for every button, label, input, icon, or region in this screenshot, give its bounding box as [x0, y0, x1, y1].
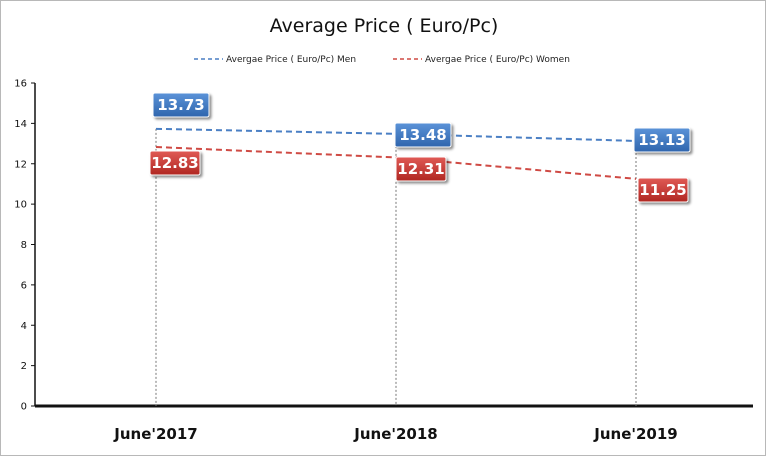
- x-tick-label: June'2019: [593, 425, 677, 443]
- legend-label-men: Avergae Price ( Euro/Pc) Men: [226, 55, 356, 65]
- data-label-box: [637, 177, 689, 203]
- x-tick-label: June'2018: [353, 425, 437, 443]
- data-label-box: [633, 127, 691, 153]
- y-tick-label: 10: [14, 200, 27, 211]
- y-tick-label: 2: [21, 361, 27, 372]
- y-axis: 0 2 4 6 8 10 12 14 16: [14, 79, 36, 413]
- data-label-text: 13.13: [638, 131, 685, 149]
- legend-label-women: Avergae Price ( Euro/Pc) Women: [425, 55, 570, 65]
- data-label-text: 13.73: [157, 96, 204, 114]
- y-tick-label: 6: [21, 280, 27, 291]
- data-label-box: [394, 122, 452, 148]
- y-tick-label: 8: [21, 240, 27, 251]
- data-label: 13.48: [394, 122, 452, 148]
- legend: Avergae Price ( Euro/Pc) Men Avergae Pri…: [194, 55, 570, 65]
- y-tick-label: 4: [21, 321, 27, 332]
- data-label: 13.13: [633, 127, 691, 153]
- data-label-box: [395, 156, 447, 182]
- data-label: 12.83: [149, 150, 201, 176]
- data-label-box: [149, 150, 201, 176]
- y-tick-label: 14: [14, 119, 27, 130]
- data-label: 12.31: [395, 156, 447, 182]
- data-label-text: 12.83: [151, 154, 198, 172]
- data-label-text: 12.31: [397, 160, 444, 178]
- data-label-box: [152, 92, 210, 118]
- data-labels: 13.73 13.48 13.13 12.83 12.31 11.25: [149, 92, 691, 203]
- data-label: 13.73: [152, 92, 210, 118]
- y-tick-label: 16: [14, 79, 27, 90]
- data-label-text: 11.25: [639, 181, 686, 199]
- x-tick-label: June'2017: [113, 425, 197, 443]
- chart-title: Average Price ( Euro/Pc): [270, 15, 499, 37]
- x-axis: June'2017 June'2018 June'2019: [35, 404, 753, 443]
- y-tick-label: 12: [14, 159, 27, 170]
- data-label-text: 13.48: [399, 126, 446, 144]
- y-tick-label: 0: [21, 402, 27, 413]
- data-label: 11.25: [637, 177, 689, 203]
